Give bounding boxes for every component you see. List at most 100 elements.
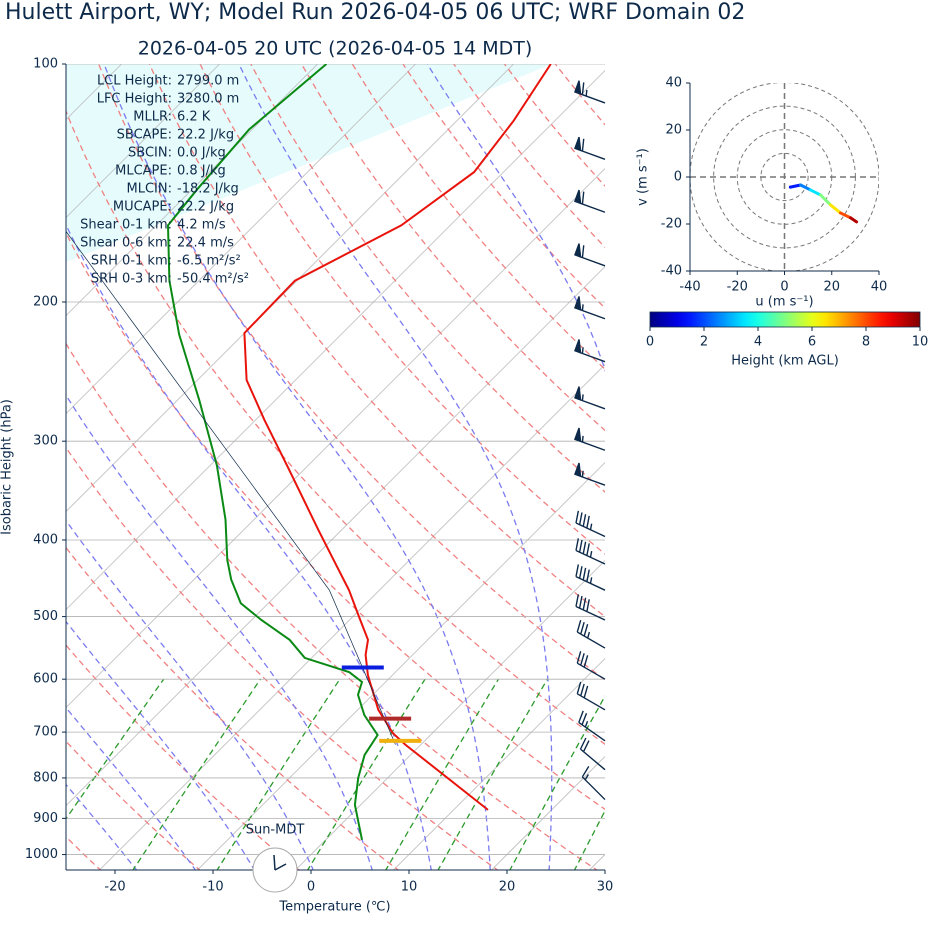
x-tick-label: 40 [871,280,888,295]
isotherm [98,363,605,870]
moist-adiabat [66,519,314,870]
stat-value: 4.2 m/s [177,218,226,233]
y-tick-label: 900 [33,811,58,826]
mixing-ratio-line [573,809,605,870]
dry-adiabat [66,446,499,870]
stat-label: Shear 0-6 km: [80,236,172,251]
dry-adiabat [66,546,400,870]
dry-adiabat [707,64,928,871]
wind-barb [581,765,606,801]
moist-adiabat [66,706,197,870]
colorbar-tick-label: 10 [912,335,928,350]
y-tick-label: 100 [33,57,58,72]
wind-barb [575,538,606,565]
wind-barb [576,619,606,649]
dry-adiabat [199,64,605,555]
x-tick-label: -10 [202,880,223,895]
dry-adiabat [66,342,598,870]
wind-barb [574,296,606,320]
wind-barb [574,243,606,267]
dry-adiabat [148,64,605,618]
y-tick-label: -40 [661,264,682,279]
isotherm [196,461,605,870]
wind-barb [574,136,606,160]
moist-adiabat [238,64,553,870]
clock-label: Sun-MDT [246,823,305,838]
wind-barb [576,681,606,711]
wind-barb [574,427,606,451]
dry-adiabat [657,64,928,871]
stat-value: 22.2 J/kg [177,200,234,215]
stat-value: -50.4 m²/s² [177,272,249,287]
isotherm [66,64,514,513]
x-axis-label: u (m s⁻¹) [755,295,813,310]
wind-barb [574,189,606,213]
x-tick-label: -40 [679,280,700,295]
profile-line [66,230,396,745]
y-tick-label: -20 [661,217,682,232]
dry-adiabat [300,64,605,432]
y-tick-label: 500 [33,609,58,624]
x-tick-label: 20 [823,280,840,295]
dry-adiabat [402,64,605,309]
x-tick-label: 10 [401,880,418,895]
clock-hand [274,863,287,871]
dry-adiabat [66,740,201,870]
x-tick-label: 0 [307,880,315,895]
stat-label: SRH 0-3 km: [91,272,172,287]
y-tick-label: 300 [33,434,58,449]
colorbar-tick-label: 0 [646,335,654,350]
hodo-segment [808,188,823,197]
stat-value: -6.5 m²/s² [177,254,241,269]
isotherm [490,755,605,870]
isotherm [66,64,416,415]
y-tick-label: 0 [674,170,682,185]
moist-adiabat [66,394,373,870]
wind-barb [576,651,606,680]
moist-adiabat [103,64,491,870]
hodo-segment [849,216,859,224]
dry-adiabat [66,231,605,811]
mixing-ratio-line [509,694,605,870]
chart-subtitle: 2026-04-05 20 UTC (2026-04-05 14 MDT) [138,38,533,60]
y-tick-label: 400 [33,532,58,547]
stat-label: LCL Height: [97,74,172,89]
colorbar-tick-label: 6 [808,335,816,350]
y-tick-label: 600 [33,672,58,687]
clock-hand [273,854,276,871]
hodo-segment [819,193,833,207]
x-tick-label: -20 [727,280,748,295]
isotherm [66,64,318,317]
plot-area [66,64,928,871]
stat-label: MUCAPE: [113,200,172,215]
dry-adiabat [453,64,605,249]
mixing-ratio-line [66,678,165,820]
isotherm [294,559,605,870]
dry-adiabat [503,64,605,187]
isotherm [66,70,605,611]
stat-value: 0.8 J/kg [177,164,226,179]
wind-barb [578,710,606,742]
isotherm [66,168,605,709]
hodo-plot [690,83,879,271]
stat-label: LFC Height: [97,92,172,107]
colorbar-tick-label: 8 [862,335,870,350]
stat-label: MLLR: [133,110,172,125]
dry-adiabat [250,64,605,493]
dry-adiabat [606,64,928,871]
stat-label: MLCIN: [127,182,172,197]
colorbar-tick-label: 2 [700,335,708,350]
dry-adiabat [860,64,928,871]
stat-value: 0.0 J/kg [177,146,226,161]
y-tick-label: 20 [665,123,682,138]
stat-label: Shear 0-1 km: [80,218,172,233]
stat-label: MLCAPE: [115,164,172,179]
profile-line [243,64,552,811]
isotherm [66,64,220,219]
wind-barb [574,386,606,410]
x-axis-label: Temperature (℃) [278,900,390,915]
y-tick-label: 40 [665,76,682,91]
wind-barb [574,462,606,486]
